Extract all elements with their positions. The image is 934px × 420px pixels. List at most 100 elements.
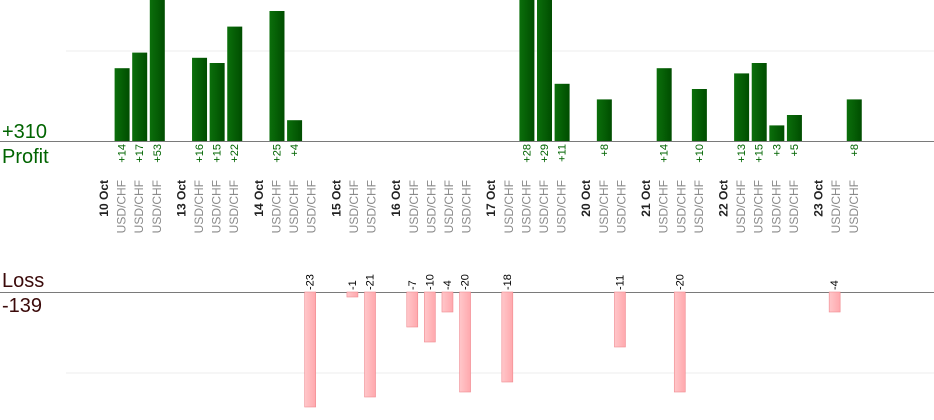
- profit-value-label: +22: [229, 144, 241, 163]
- loss-value-label: -4: [829, 280, 841, 290]
- date-label: 10 Oct: [97, 180, 111, 217]
- symbol-label: USD/CHF: [597, 180, 611, 233]
- symbol-label: USD/CHF: [752, 180, 766, 233]
- symbol-label: USD/CHF: [269, 180, 283, 233]
- symbol-label: USD/CHF: [287, 180, 301, 233]
- symbol-label: USD/CHF: [132, 180, 146, 233]
- profit-bar: [269, 11, 285, 141]
- profit-bar: [192, 57, 208, 141]
- profit-value-label: +4: [289, 144, 301, 157]
- profit-bar: [132, 52, 148, 141]
- date-label: 17 Oct: [484, 180, 498, 217]
- symbol-label: USD/CHF: [537, 180, 551, 233]
- symbol-label: USD/CHF: [442, 180, 456, 233]
- loss-total: -139: [2, 295, 42, 317]
- loss-bar: [459, 291, 471, 393]
- date-label: 22 Oct: [717, 180, 731, 217]
- date-label: 20 Oct: [579, 180, 593, 217]
- profit-bar: [734, 73, 750, 141]
- bars-layer: [114, 0, 862, 408]
- symbol-label: USD/CHF: [734, 180, 748, 233]
- profit-value-label: +17: [134, 144, 146, 163]
- symbol-label: USD/CHF: [347, 180, 361, 233]
- loss-value-label: -18: [502, 274, 514, 290]
- symbol-label: USD/CHF: [192, 180, 206, 233]
- loss-value-label: -23: [305, 274, 317, 290]
- symbol-label: USD/CHF: [787, 180, 801, 233]
- profit-value-label: +28: [521, 144, 533, 163]
- loss-value-label: -10: [424, 274, 436, 290]
- profit-bar: [209, 63, 225, 141]
- profit-value-label: +5: [789, 144, 801, 157]
- profit-value-label: +13: [736, 144, 748, 163]
- loss-bar: [673, 291, 686, 393]
- loss-bar: [424, 291, 436, 343]
- loss-bar: [346, 291, 359, 298]
- loss-value-label: -4: [442, 280, 454, 290]
- profit-value-label: +14: [117, 144, 129, 163]
- profit-value-label: +16: [194, 144, 206, 163]
- symbol-label: USD/CHF: [502, 180, 516, 233]
- profit-value-label: +15: [754, 144, 766, 163]
- profit-value-label: +3: [771, 144, 783, 157]
- loss-bar: [828, 291, 841, 313]
- symbol-label: USD/CHF: [829, 180, 843, 233]
- symbol-label: USD/CHF: [769, 180, 783, 233]
- symbol-label: USD/CHF: [657, 180, 671, 233]
- profit-bar: [656, 68, 672, 141]
- loss-value-label: -1: [347, 280, 359, 290]
- symbol-label: USD/CHF: [407, 180, 421, 233]
- symbol-label: USD/CHF: [519, 180, 533, 233]
- profit-bar: [114, 68, 130, 141]
- loss-value-label: -11: [614, 275, 626, 290]
- date-label: 21 Oct: [639, 180, 653, 217]
- profit-bar: [769, 125, 785, 141]
- profit-value-label: +11: [557, 144, 569, 162]
- loss-label: Loss: [2, 270, 44, 292]
- symbol-label: USD/CHF: [674, 180, 688, 233]
- profit-total: +310: [2, 121, 47, 143]
- profit-bar: [751, 63, 767, 141]
- profit-bar: [554, 83, 570, 141]
- date-label: 15 Oct: [329, 180, 343, 217]
- date-label: 14 Oct: [252, 180, 266, 217]
- symbol-label: USD/CHF: [227, 180, 241, 233]
- symbol-label: USD/CHF: [460, 180, 474, 233]
- profit-bar: [537, 0, 552, 141]
- profit-bar: [227, 26, 243, 142]
- loss-bar: [614, 291, 626, 348]
- profit-bar: [596, 99, 612, 141]
- symbol-label: USD/CHF: [210, 180, 224, 233]
- profit-label: Profit: [2, 146, 49, 168]
- profit-value-label: +29: [539, 144, 551, 163]
- profit-bar: [287, 120, 303, 141]
- profit-value-label: +15: [212, 144, 224, 163]
- loss-bar: [501, 291, 514, 383]
- symbol-label: USD/CHF: [150, 180, 164, 233]
- profit-bar: [149, 0, 165, 141]
- profit-value-label: +53: [152, 144, 164, 163]
- symbol-label: USD/CHF: [847, 180, 861, 233]
- profit-bar: [786, 115, 802, 141]
- loss-bar: [364, 291, 376, 398]
- date-label: 23 Oct: [812, 180, 826, 217]
- profit-bar: [519, 0, 535, 141]
- symbol-label: USD/CHF: [424, 180, 438, 233]
- profit-value-label: +25: [271, 144, 283, 163]
- loss-bar: [304, 291, 316, 408]
- symbol-label: USD/CHF: [365, 180, 379, 233]
- symbol-label: USD/CHF: [555, 180, 569, 233]
- loss-bar: [406, 291, 419, 328]
- symbol-label: USD/CHF: [692, 180, 706, 233]
- profit-bar: [691, 89, 707, 141]
- symbol-label: USD/CHF: [614, 180, 628, 233]
- loss-value-label: -7: [407, 280, 419, 290]
- date-label: 16 Oct: [389, 180, 403, 217]
- profit-value-label: +8: [599, 144, 611, 157]
- date-label: 13 Oct: [174, 180, 188, 217]
- symbol-label: USD/CHF: [115, 180, 129, 233]
- profit-bar: [846, 99, 862, 141]
- loss-value-label: -21: [365, 274, 377, 290]
- loss-value-label: -20: [674, 274, 686, 290]
